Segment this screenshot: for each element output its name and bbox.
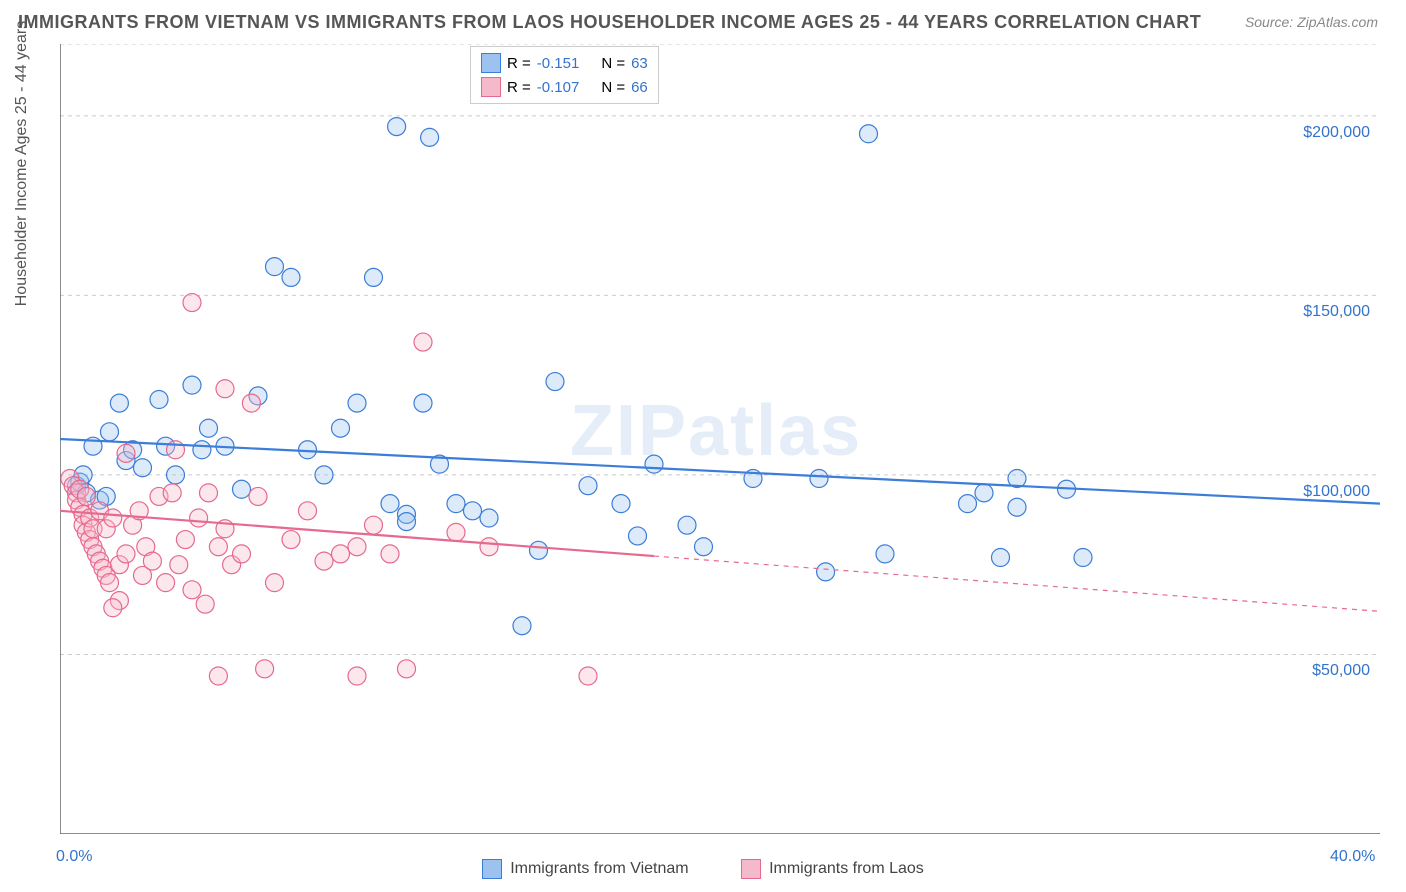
legend-label: Immigrants from Vietnam bbox=[510, 860, 688, 878]
legend-item-vietnam: Immigrants from Vietnam bbox=[482, 859, 688, 879]
r-value: -0.107 bbox=[537, 79, 580, 96]
y-tick-label: $100,000 bbox=[1303, 483, 1370, 501]
legend-row-vietnam: R = -0.151 N = 63 bbox=[481, 51, 648, 75]
r-value: -0.151 bbox=[537, 55, 580, 72]
y-tick-label: $150,000 bbox=[1303, 303, 1370, 321]
n-value: 66 bbox=[631, 79, 648, 96]
chart-title: IMMIGRANTS FROM VIETNAM VS IMMIGRANTS FR… bbox=[18, 12, 1201, 33]
swatch-icon bbox=[481, 77, 501, 97]
y-tick-label: $50,000 bbox=[1312, 662, 1370, 680]
n-label: N = bbox=[601, 55, 625, 72]
y-axis-label: Householder Income Ages 25 - 44 years bbox=[13, 21, 31, 307]
swatch-icon bbox=[481, 53, 501, 73]
correlation-chart bbox=[60, 44, 1380, 834]
y-tick-label: $200,000 bbox=[1303, 124, 1370, 142]
legend-item-laos: Immigrants from Laos bbox=[741, 859, 924, 879]
swatch-icon bbox=[741, 859, 761, 879]
n-label: N = bbox=[601, 79, 625, 96]
series-legend: Immigrants from Vietnam Immigrants from … bbox=[0, 859, 1406, 884]
source-attribution: Source: ZipAtlas.com bbox=[1245, 14, 1378, 30]
swatch-icon bbox=[482, 859, 502, 879]
r-label: R = bbox=[507, 79, 531, 96]
legend-row-laos: R = -0.107 N = 66 bbox=[481, 75, 648, 99]
r-label: R = bbox=[507, 55, 531, 72]
correlation-legend: R = -0.151 N = 63 R = -0.107 N = 66 bbox=[470, 46, 659, 104]
legend-label: Immigrants from Laos bbox=[769, 860, 924, 878]
n-value: 63 bbox=[631, 55, 648, 72]
